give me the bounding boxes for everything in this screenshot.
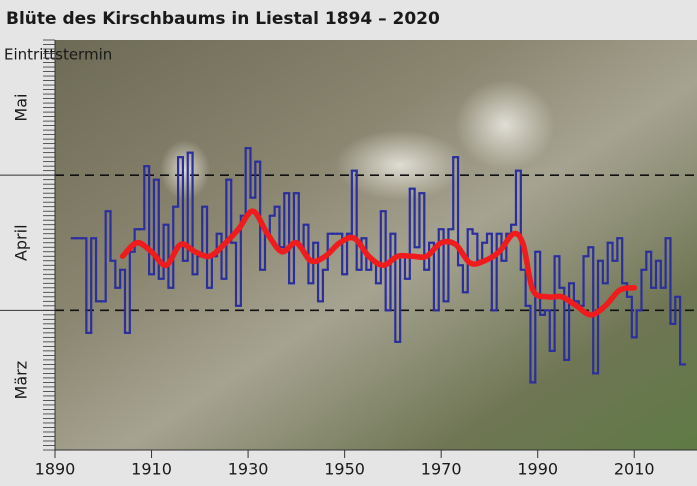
photo-blossom [335,130,465,200]
x-tick-label: 1970 [421,460,462,479]
y-tick-label: März [12,361,31,400]
x-tick-label: 2010 [614,460,655,479]
x-tick-label: 1930 [228,460,269,479]
chart-title: Blüte des Kirschbaums in Liestal 1894 – … [6,9,440,29]
x-tick-label: 1910 [131,460,172,479]
photo-blossom [160,140,210,200]
y-axis-label: Eintrittstermin [4,46,112,64]
plot-layer: März April Mai 1890 1910 1930 1950 1970 1990 2010 [0,39,697,479]
y-tick-label: Mai [12,94,31,122]
y-tick-label: April [12,224,31,261]
photo-blossom [455,80,555,170]
x-tick-label: 1990 [517,460,558,479]
x-tick-label: 1950 [324,460,365,479]
smoothed-line [119,208,637,318]
x-tick-label: 1890 [35,460,76,479]
photo-background [55,40,697,450]
